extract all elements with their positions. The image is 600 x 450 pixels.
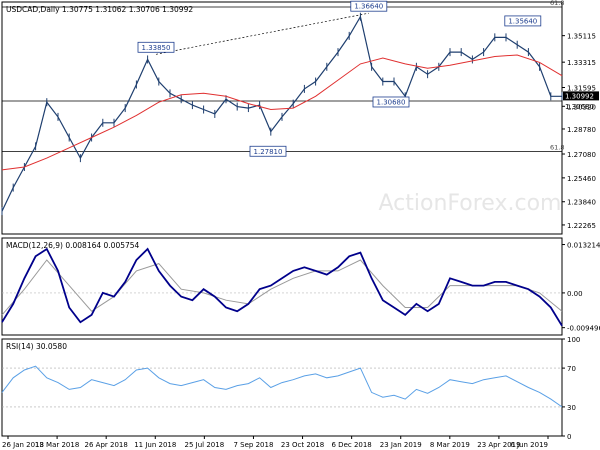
price-header: USDCAD,Daily 1.30775 1.31062 1.30706 1.3… bbox=[6, 5, 193, 14]
macd-y-axis: 0.013214 0.00 -0.009496 bbox=[2, 242, 600, 333]
callout-label: 1.35640 bbox=[508, 17, 537, 25]
price-y-tick-label: 1.33315 bbox=[567, 59, 596, 67]
x-tick-label: 6 Dec 2018 bbox=[332, 441, 372, 449]
macd-header: MACD(12,26,9) 0.008164 0.005754 bbox=[6, 241, 140, 250]
callout-box bbox=[372, 96, 410, 108]
macd-panel: 0.013214 0.00 -0.009496 MACD(12,26,9) 0.00… bbox=[1, 237, 600, 336]
rsi-panel: 100 70 30 0 RSI(14) 30.0580 bbox=[1, 336, 580, 441]
rsi-series bbox=[1, 365, 563, 408]
current-price-box bbox=[563, 91, 599, 101]
rsi-plot-area bbox=[1, 338, 563, 437]
current-price-label: 1.30992 bbox=[565, 92, 594, 100]
price-y-axis: 1.378751.351151.333151.315951.303201.287… bbox=[562, 0, 596, 230]
rsi-y-tick-label: 70 bbox=[567, 365, 576, 373]
price-panel: ActionForex.com 1.378751.351151.333151.3… bbox=[1, 0, 599, 235]
price-y-tick-label: 1.27080 bbox=[567, 151, 596, 159]
macd-series bbox=[1, 247, 563, 327]
callout-label: 1.30680 bbox=[377, 98, 406, 106]
x-tick-label: 26 Jan 2018 bbox=[2, 441, 44, 449]
callout-box bbox=[137, 41, 175, 53]
moving-average-line bbox=[1, 54, 563, 171]
rsi-header: RSI(14) 30.0580 bbox=[6, 342, 67, 351]
callout-box bbox=[504, 15, 542, 27]
x-tick-label: 7 Sep 2018 bbox=[233, 441, 273, 449]
x-tick-label: 26 Apr 2018 bbox=[85, 441, 128, 449]
callout-box bbox=[249, 145, 287, 157]
x-tick-label: 23 Jan 2019 bbox=[380, 441, 422, 449]
x-tick-label: 6 Jun 2019 bbox=[510, 441, 548, 449]
x-tick-label: 11 Jun 2018 bbox=[134, 441, 176, 449]
price-watermark: ActionForex.com bbox=[379, 191, 562, 216]
rsi-line bbox=[1, 365, 563, 408]
macd-plot-area bbox=[1, 237, 563, 336]
price-y-tick-label: 1.30320 bbox=[567, 103, 596, 111]
callout-box bbox=[350, 0, 388, 12]
fib-level-label: 61.8 bbox=[550, 144, 564, 152]
x-tick-label: 23 Apr 2019 bbox=[477, 441, 520, 449]
macd-line bbox=[1, 247, 563, 327]
price-y-tick-label: 1.22265 bbox=[567, 222, 596, 230]
x-tick-label: 23 Oct 2018 bbox=[281, 441, 324, 449]
current-price-marker: 1.30992 bbox=[563, 91, 599, 101]
trendline bbox=[155, 12, 369, 55]
callout-label: 1.33850 bbox=[142, 44, 171, 52]
macd-y-tick-label: 0.013214 bbox=[567, 242, 600, 250]
price-series bbox=[1, 12, 563, 216]
macd-y-tick-label: 0.00 bbox=[567, 290, 583, 298]
macd-y-tick-label: -0.009496 bbox=[567, 325, 600, 333]
callout-label: 1.36640 bbox=[354, 3, 383, 11]
callout-label: 1.27810 bbox=[254, 148, 283, 156]
support-level-label: 1.30680 bbox=[565, 103, 594, 111]
price-y-tick-label: 1.35115 bbox=[567, 33, 596, 41]
price-y-tick-label: 1.31595 bbox=[567, 85, 596, 93]
fib-level-label: 61.8 bbox=[550, 0, 564, 7]
price-callouts: 1.36640 1.33850 1.35640 1.30680 1.27810 bbox=[137, 0, 542, 157]
price-y-tick-label: 1.28780 bbox=[567, 126, 596, 134]
x-tick-label: 13 Mar 2018 bbox=[35, 441, 79, 449]
price-y-tick-label: 1.23840 bbox=[567, 199, 596, 207]
rsi-y-tick-label: 100 bbox=[567, 336, 580, 344]
x-tick-label: 8 Mar 2019 bbox=[430, 441, 470, 449]
price-y-tick-label: 1.25460 bbox=[567, 175, 596, 183]
rsi-y-tick-label: 0 bbox=[567, 433, 571, 441]
x-tick-label: 25 Jul 2018 bbox=[185, 441, 225, 449]
rsi-y-tick-label: 30 bbox=[567, 404, 576, 412]
rsi-y-axis: 100 70 30 0 bbox=[2, 336, 580, 441]
